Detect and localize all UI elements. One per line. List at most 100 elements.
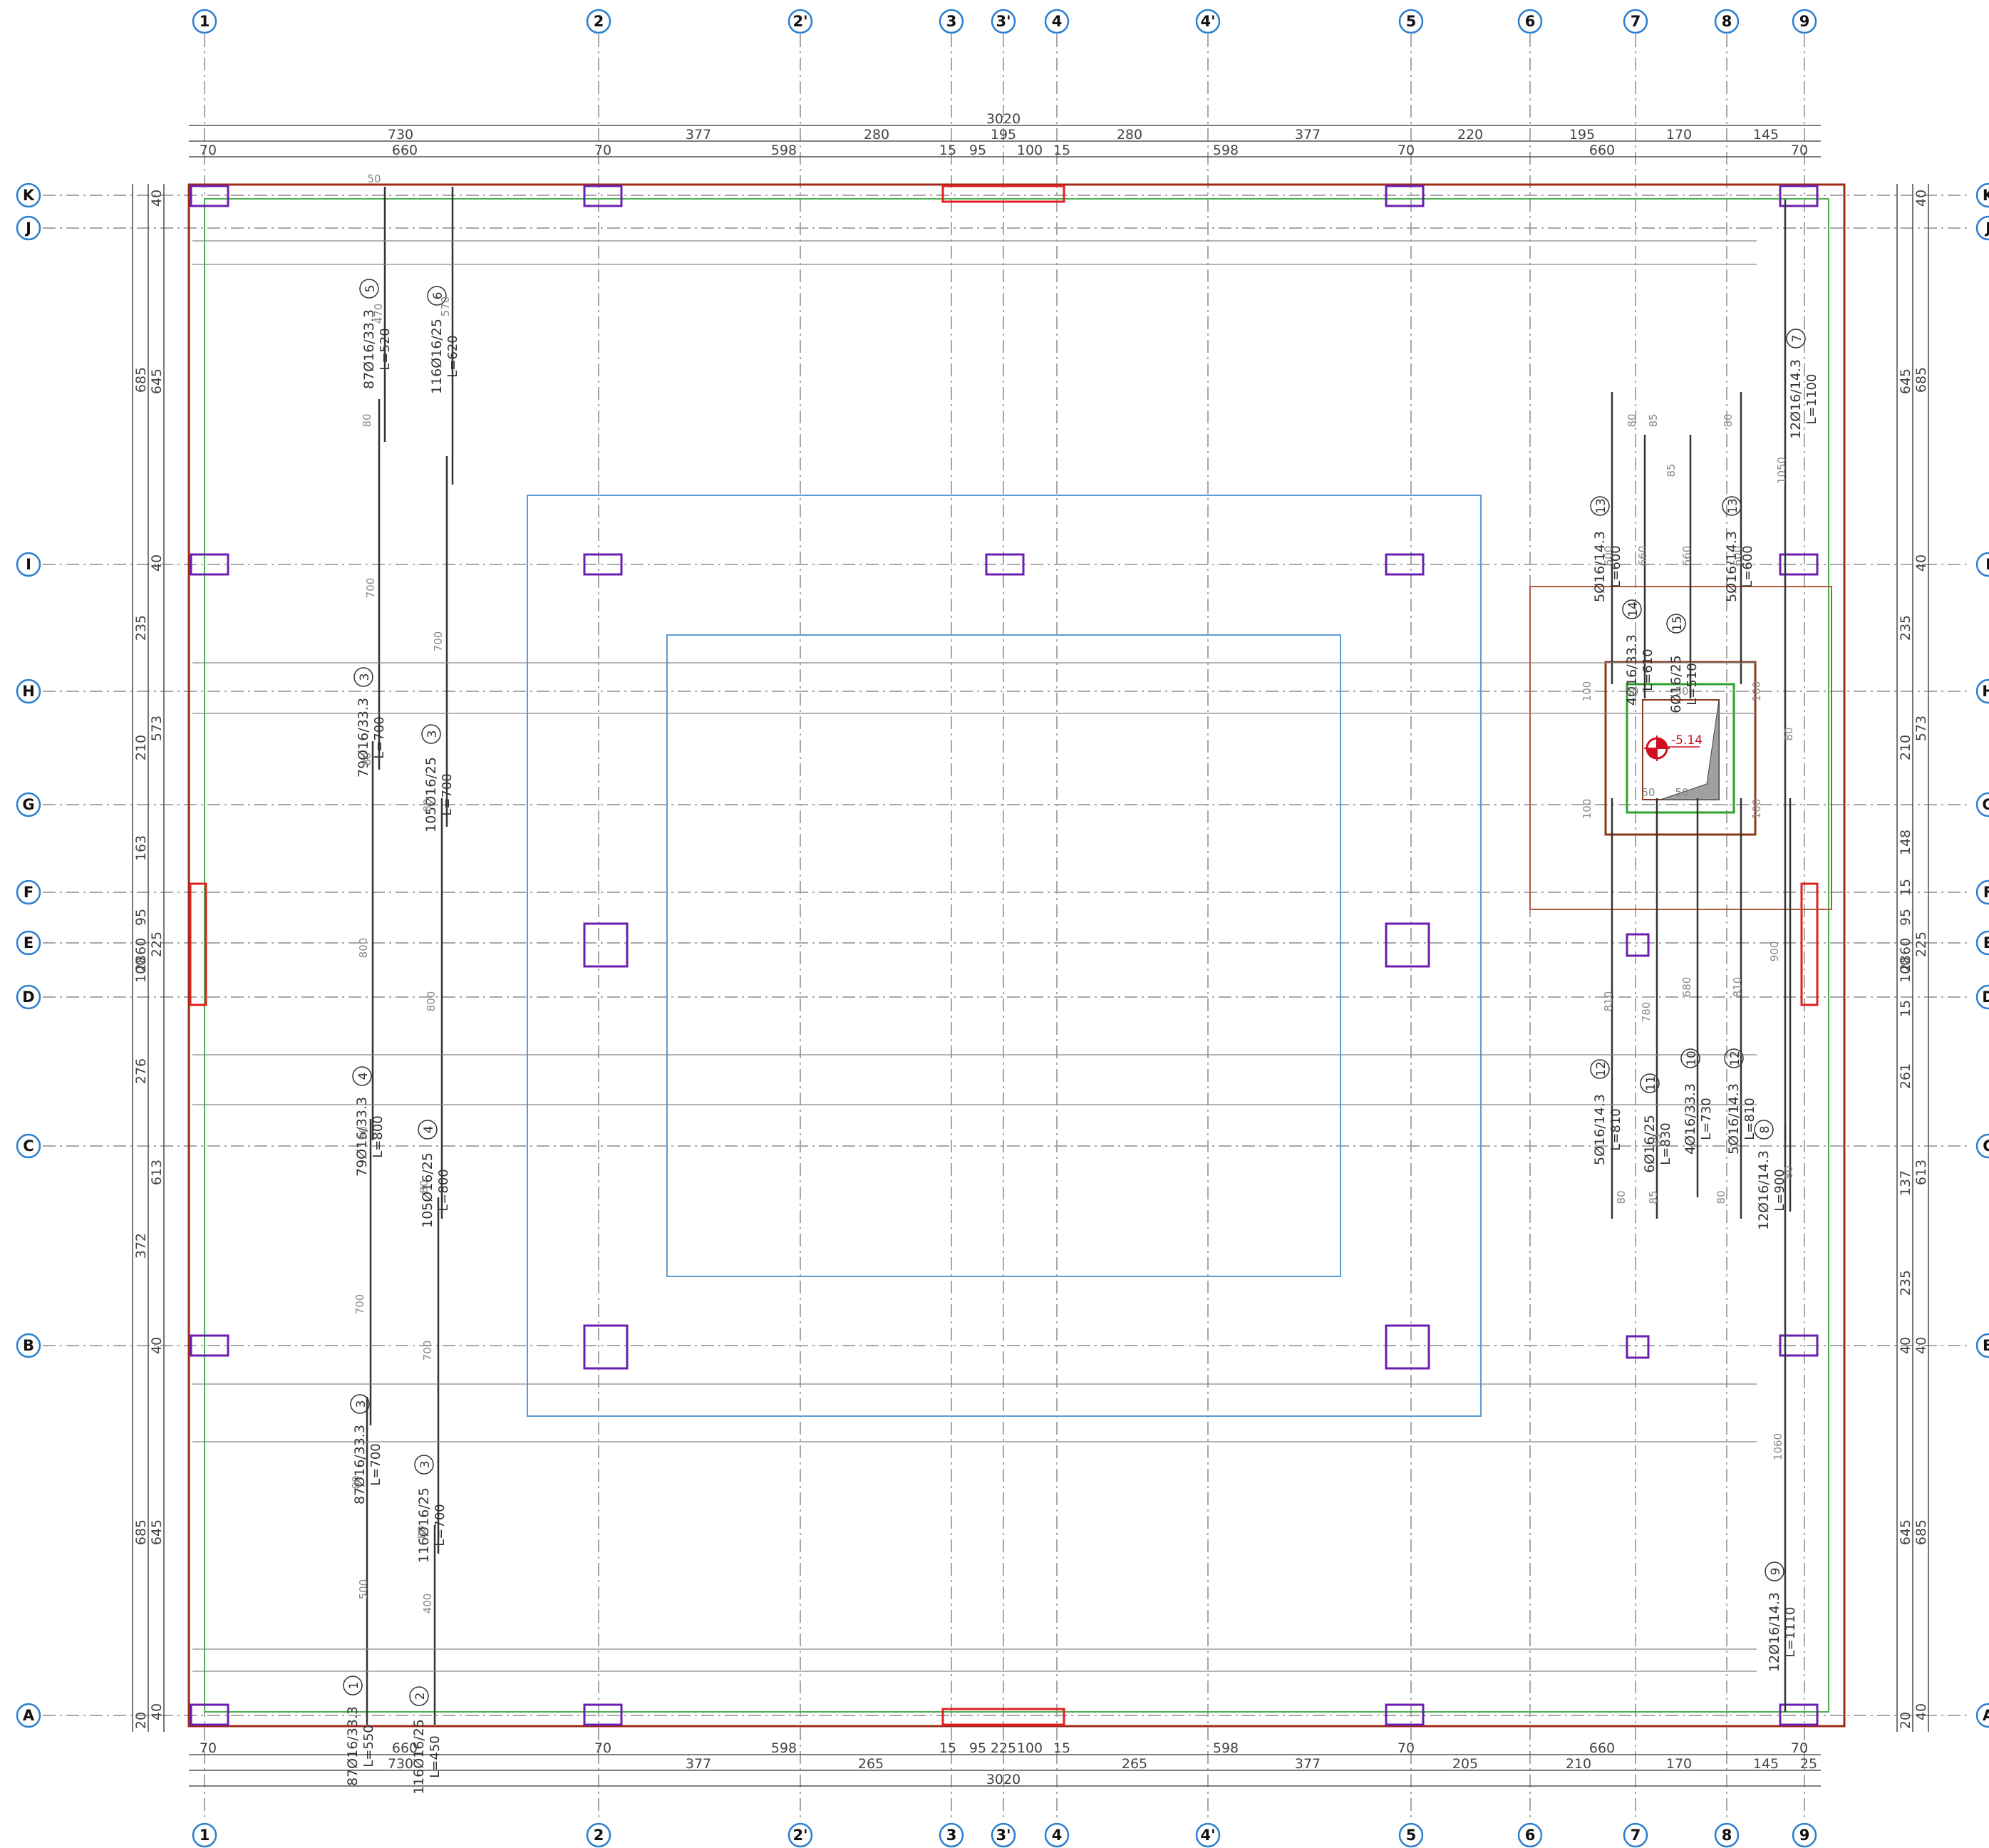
axis-bubble (1792, 9, 1817, 34)
column (583, 922, 629, 968)
dimension-label: 20 (133, 1712, 149, 1729)
column (1385, 922, 1430, 968)
dimension-label: 780 (1640, 1002, 1653, 1023)
rebar-length: L=610 (1641, 649, 1655, 691)
dimension-label: 50 (1641, 786, 1655, 799)
axis-bubble (1517, 9, 1543, 34)
dimension-label: 40 (1898, 1337, 1913, 1354)
dimension-label: 85 (1647, 1190, 1660, 1204)
column (190, 553, 229, 576)
axis-bubble (1398, 9, 1424, 34)
axis-label: E (1983, 934, 1989, 951)
opening (1800, 882, 1819, 1006)
rebar-length: L=810 (1742, 1098, 1757, 1140)
rebar-callout: 105Ø16/25 4 L=800 (418, 1120, 451, 1228)
dimension-label: 100 (133, 957, 149, 983)
dimension-label: 205 (1452, 1756, 1478, 1772)
dimension-label: 900 (1768, 941, 1781, 962)
pit-slope (1660, 699, 1720, 800)
dimension-label: 660 (1589, 143, 1615, 158)
mark-circle-icon (409, 1686, 429, 1706)
axis-bubble (787, 9, 813, 34)
rebar-length: L=520 (378, 328, 393, 370)
dimension-label: 80 (1722, 413, 1735, 427)
dimension-label: 400 (421, 1594, 434, 1614)
rebar-spec: 105Ø16/25 (423, 757, 439, 832)
columns (190, 185, 1819, 1726)
dimension-label: 95 (969, 1740, 986, 1756)
dimension-label: 210 (1566, 1756, 1591, 1772)
dimension-label: 730 (388, 1756, 413, 1772)
dimension-label: 225 (149, 931, 165, 957)
rebar-mark: 6 (431, 292, 445, 300)
dimension-label: 40 (1913, 1703, 1929, 1720)
mark-circle-icon (1765, 1561, 1784, 1581)
rebar-mark: 13 (1726, 498, 1740, 514)
column (1626, 933, 1650, 957)
axis-bubble (1975, 792, 1989, 817)
axis-bubble (1398, 1822, 1424, 1848)
rebar-mark: 13 (1594, 498, 1608, 514)
rebar-callout: 6Ø16/25 15 L=510 (1666, 614, 1700, 713)
dimension-label: 685 (1913, 1519, 1929, 1545)
mark-circle-icon (1666, 614, 1686, 634)
dimension-label: 40 (1913, 554, 1929, 572)
axis-bubble (16, 1333, 41, 1358)
axis-bubble (1975, 552, 1989, 577)
pit-inner (1626, 683, 1735, 814)
rebar-length: L=830 (1658, 1122, 1673, 1165)
rebar-mark: 14 (1626, 602, 1641, 617)
dimension-label: 613 (1913, 1160, 1929, 1185)
mark-circle-icon (1724, 1048, 1744, 1068)
level-marker-icon (1647, 748, 1657, 758)
dimension-label: 100 (1017, 1740, 1043, 1756)
axis-bubble (1714, 1822, 1740, 1848)
dimension-label: 598 (771, 143, 797, 158)
dimension-label: 80 (357, 1126, 370, 1140)
dimension-label: 810 (1731, 977, 1744, 998)
rebar-spec: 6Ø16/25 (1642, 1115, 1658, 1173)
dimension-label: 40 (149, 554, 165, 572)
axis-bubble (16, 182, 41, 208)
axis-label: F (1983, 884, 1989, 901)
dimension-label: 598 (771, 1740, 797, 1756)
dimension-label: 276 (133, 1058, 149, 1084)
rebar-length: L=600 (1608, 545, 1623, 587)
rebar-spec: 5Ø16/14.3 (1592, 531, 1608, 602)
axis-bubble (1975, 984, 1989, 1010)
dimension-label: 70 (200, 1740, 217, 1756)
axis-label: I (1985, 556, 1989, 573)
dimension-label: 220 (1457, 127, 1483, 143)
axis-bubble (1792, 1822, 1817, 1848)
column (1385, 185, 1425, 207)
mark-circle-icon (1722, 496, 1742, 516)
axis-bubble (1623, 1822, 1648, 1848)
dimension-label: 145 (1753, 1756, 1779, 1772)
axis-bubble (16, 215, 41, 241)
mark-circle-icon (1640, 1073, 1660, 1093)
grid-lines (43, 34, 1967, 1821)
dimension-label: 170 (1666, 127, 1692, 143)
axis-label: 8 (1722, 13, 1732, 30)
mark-circle-icon (1680, 1048, 1700, 1068)
dimension-label: 372 (133, 1233, 149, 1259)
axis-label: C (23, 1137, 33, 1155)
dimension-label: 613 (149, 1160, 165, 1185)
dimension-label: 80 (415, 1525, 428, 1539)
dimension-label: 15 (1898, 879, 1913, 896)
rebar-spec: 12Ø16/14.3 (1756, 1150, 1772, 1230)
rebar-spec: 79Ø16/33.3 (354, 1097, 370, 1177)
dimension-label: 800 (357, 938, 370, 959)
slab-outline (187, 183, 1846, 1728)
dimension-label: 261 (1898, 1063, 1913, 1089)
axis-bubble (1975, 215, 1989, 241)
dimension-label: 70 (1791, 143, 1808, 158)
axis-bubble (586, 9, 611, 34)
rebar-mark: 7 (1790, 335, 1804, 343)
inner-zone (666, 634, 1341, 1277)
column (1779, 1703, 1819, 1726)
mark-circle-icon (1754, 1120, 1774, 1140)
axis-label: G (1982, 796, 1989, 813)
column (190, 1703, 229, 1726)
mark-circle-icon (1590, 1059, 1610, 1079)
